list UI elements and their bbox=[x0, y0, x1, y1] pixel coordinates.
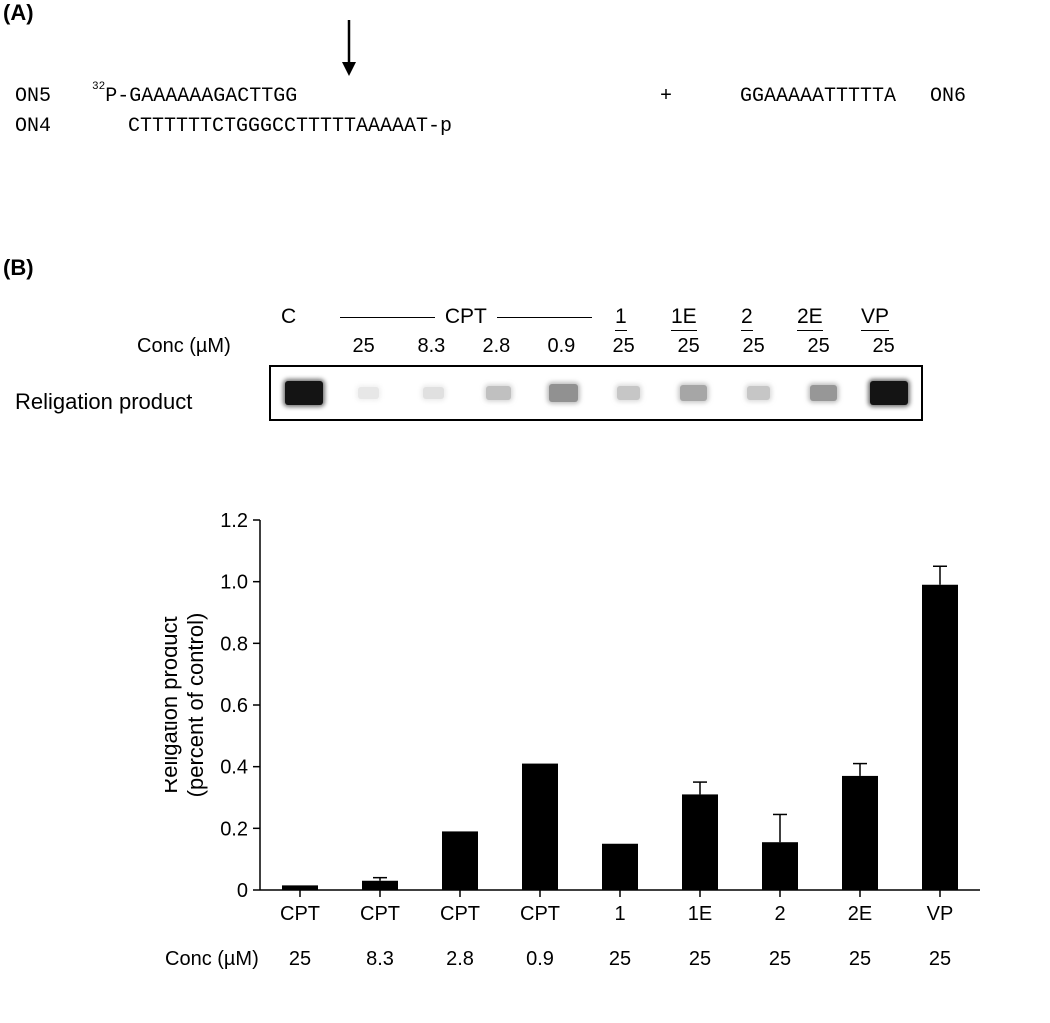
on5-sequence: P-GAAAAAAGACTTGG bbox=[105, 85, 297, 108]
bar bbox=[282, 885, 318, 890]
plus-sign: + bbox=[660, 85, 672, 108]
religation-product-label: Religation product bbox=[15, 389, 192, 415]
bar-chart: 0 0.2 0.4 0.6 0.8 1.0 1.2 Religation product(pe… bbox=[165, 500, 995, 1010]
gel-conc-row: Conc (µM) 258.32.80.92525252525 bbox=[225, 335, 965, 363]
lane-label-cpt-group: CPT bbox=[340, 305, 592, 329]
gel-image bbox=[269, 365, 923, 421]
x-category-label: 1E bbox=[688, 903, 712, 925]
gel-group-labels: C CPT 1 1E 2 2E VP bbox=[225, 305, 965, 335]
gel-conc-value: 8.3 bbox=[418, 335, 446, 358]
x-category-label: CPT bbox=[520, 903, 560, 925]
page: (A) ON5 32P-GAAAAAAGACTTGG + GGAAAAATTTT… bbox=[0, 0, 1050, 1023]
bar bbox=[682, 794, 718, 890]
on4-sequence: CTTTTTTCTGGGCCTTTTTAAAAAT-p bbox=[128, 115, 452, 138]
x-conc-label: Conc (µM) bbox=[165, 948, 259, 970]
lane-label-2: 2 bbox=[741, 305, 753, 331]
x-conc-value: 0.9 bbox=[526, 948, 554, 970]
svg-text:0.8: 0.8 bbox=[220, 633, 248, 655]
x-conc-value: 2.8 bbox=[446, 948, 474, 970]
gel-band bbox=[747, 386, 771, 400]
svg-text:1.2: 1.2 bbox=[220, 510, 248, 532]
bar bbox=[602, 844, 638, 890]
svg-text:(percent of control): (percent of control) bbox=[183, 613, 208, 798]
gel-conc-value: 25 bbox=[808, 335, 830, 358]
gel-conc-value: 25 bbox=[613, 335, 635, 358]
bar bbox=[522, 764, 558, 890]
gel-band bbox=[617, 386, 641, 400]
svg-text:0.2: 0.2 bbox=[220, 818, 248, 840]
x-category-label: 1 bbox=[614, 903, 625, 925]
on6-sequence: GGAAAAATTTTTA bbox=[740, 85, 896, 108]
x-category-label: 2E bbox=[848, 903, 872, 925]
gel-band bbox=[358, 387, 379, 399]
gel-band bbox=[870, 381, 908, 405]
x-category-label: CPT bbox=[280, 903, 320, 925]
lane-label-1e: 1E bbox=[671, 305, 697, 331]
on6-row-suffix: ON6 bbox=[930, 85, 966, 108]
cleavage-arrow-icon bbox=[339, 18, 359, 76]
on4-row-prefix: ON4 bbox=[15, 115, 51, 138]
p32-superscript: 32 bbox=[92, 81, 105, 93]
x-conc-value: 25 bbox=[289, 948, 311, 970]
x-category-label: VP bbox=[927, 903, 954, 925]
x-conc-value: 25 bbox=[609, 948, 631, 970]
lane-label-1: 1 bbox=[615, 305, 627, 331]
svg-text:0.4: 0.4 bbox=[220, 757, 248, 779]
x-category-label: CPT bbox=[440, 903, 480, 925]
x-category-label: CPT bbox=[360, 903, 400, 925]
on5-p32: 32P-GAAAAAAGACTTGG bbox=[92, 85, 297, 108]
panel-b-label: (B) bbox=[3, 255, 34, 281]
gel-conc-label: Conc (µM) bbox=[137, 335, 231, 358]
panel-a-label: (A) bbox=[3, 0, 34, 26]
gel-conc-value: 25 bbox=[678, 335, 700, 358]
bar bbox=[362, 881, 398, 890]
lane-label-2e: 2E bbox=[797, 305, 823, 331]
bar bbox=[762, 842, 798, 890]
x-conc-value: 25 bbox=[929, 948, 951, 970]
gel-band bbox=[810, 385, 838, 402]
bar bbox=[442, 831, 478, 890]
x-category-label: 2 bbox=[774, 903, 785, 925]
gel-band bbox=[549, 384, 577, 401]
x-conc-value: 25 bbox=[849, 948, 871, 970]
svg-text:0: 0 bbox=[237, 880, 248, 902]
gel-band bbox=[680, 385, 706, 401]
x-conc-value: 25 bbox=[769, 948, 791, 970]
gel-conc-value: 25 bbox=[743, 335, 765, 358]
gel-conc-value: 2.8 bbox=[483, 335, 511, 358]
svg-text:1.0: 1.0 bbox=[220, 572, 248, 594]
svg-text:0.6: 0.6 bbox=[220, 695, 248, 717]
gel-band bbox=[423, 387, 445, 400]
bar bbox=[922, 585, 958, 890]
gel-conc-value: 25 bbox=[353, 335, 375, 358]
gel-conc-value: 0.9 bbox=[548, 335, 576, 358]
gel-area: C CPT 1 1E 2 2E VP Conc (µM) 258.32.80.9… bbox=[225, 305, 965, 421]
gel-band bbox=[285, 381, 323, 405]
chart-svg: 0 0.2 0.4 0.6 0.8 1.0 1.2 Religation product(pe… bbox=[165, 500, 995, 1010]
on5-row-prefix: ON5 bbox=[15, 85, 51, 108]
x-conc-value: 8.3 bbox=[366, 948, 394, 970]
gel-band bbox=[486, 386, 510, 400]
svg-text:Religation product: Religation product bbox=[165, 616, 182, 793]
x-conc-value: 25 bbox=[689, 948, 711, 970]
bar bbox=[842, 776, 878, 890]
lane-label-control: C bbox=[281, 305, 296, 329]
gel-conc-value: 25 bbox=[873, 335, 895, 358]
cpt-text: CPT bbox=[441, 305, 491, 328]
lane-label-vp: VP bbox=[861, 305, 889, 331]
